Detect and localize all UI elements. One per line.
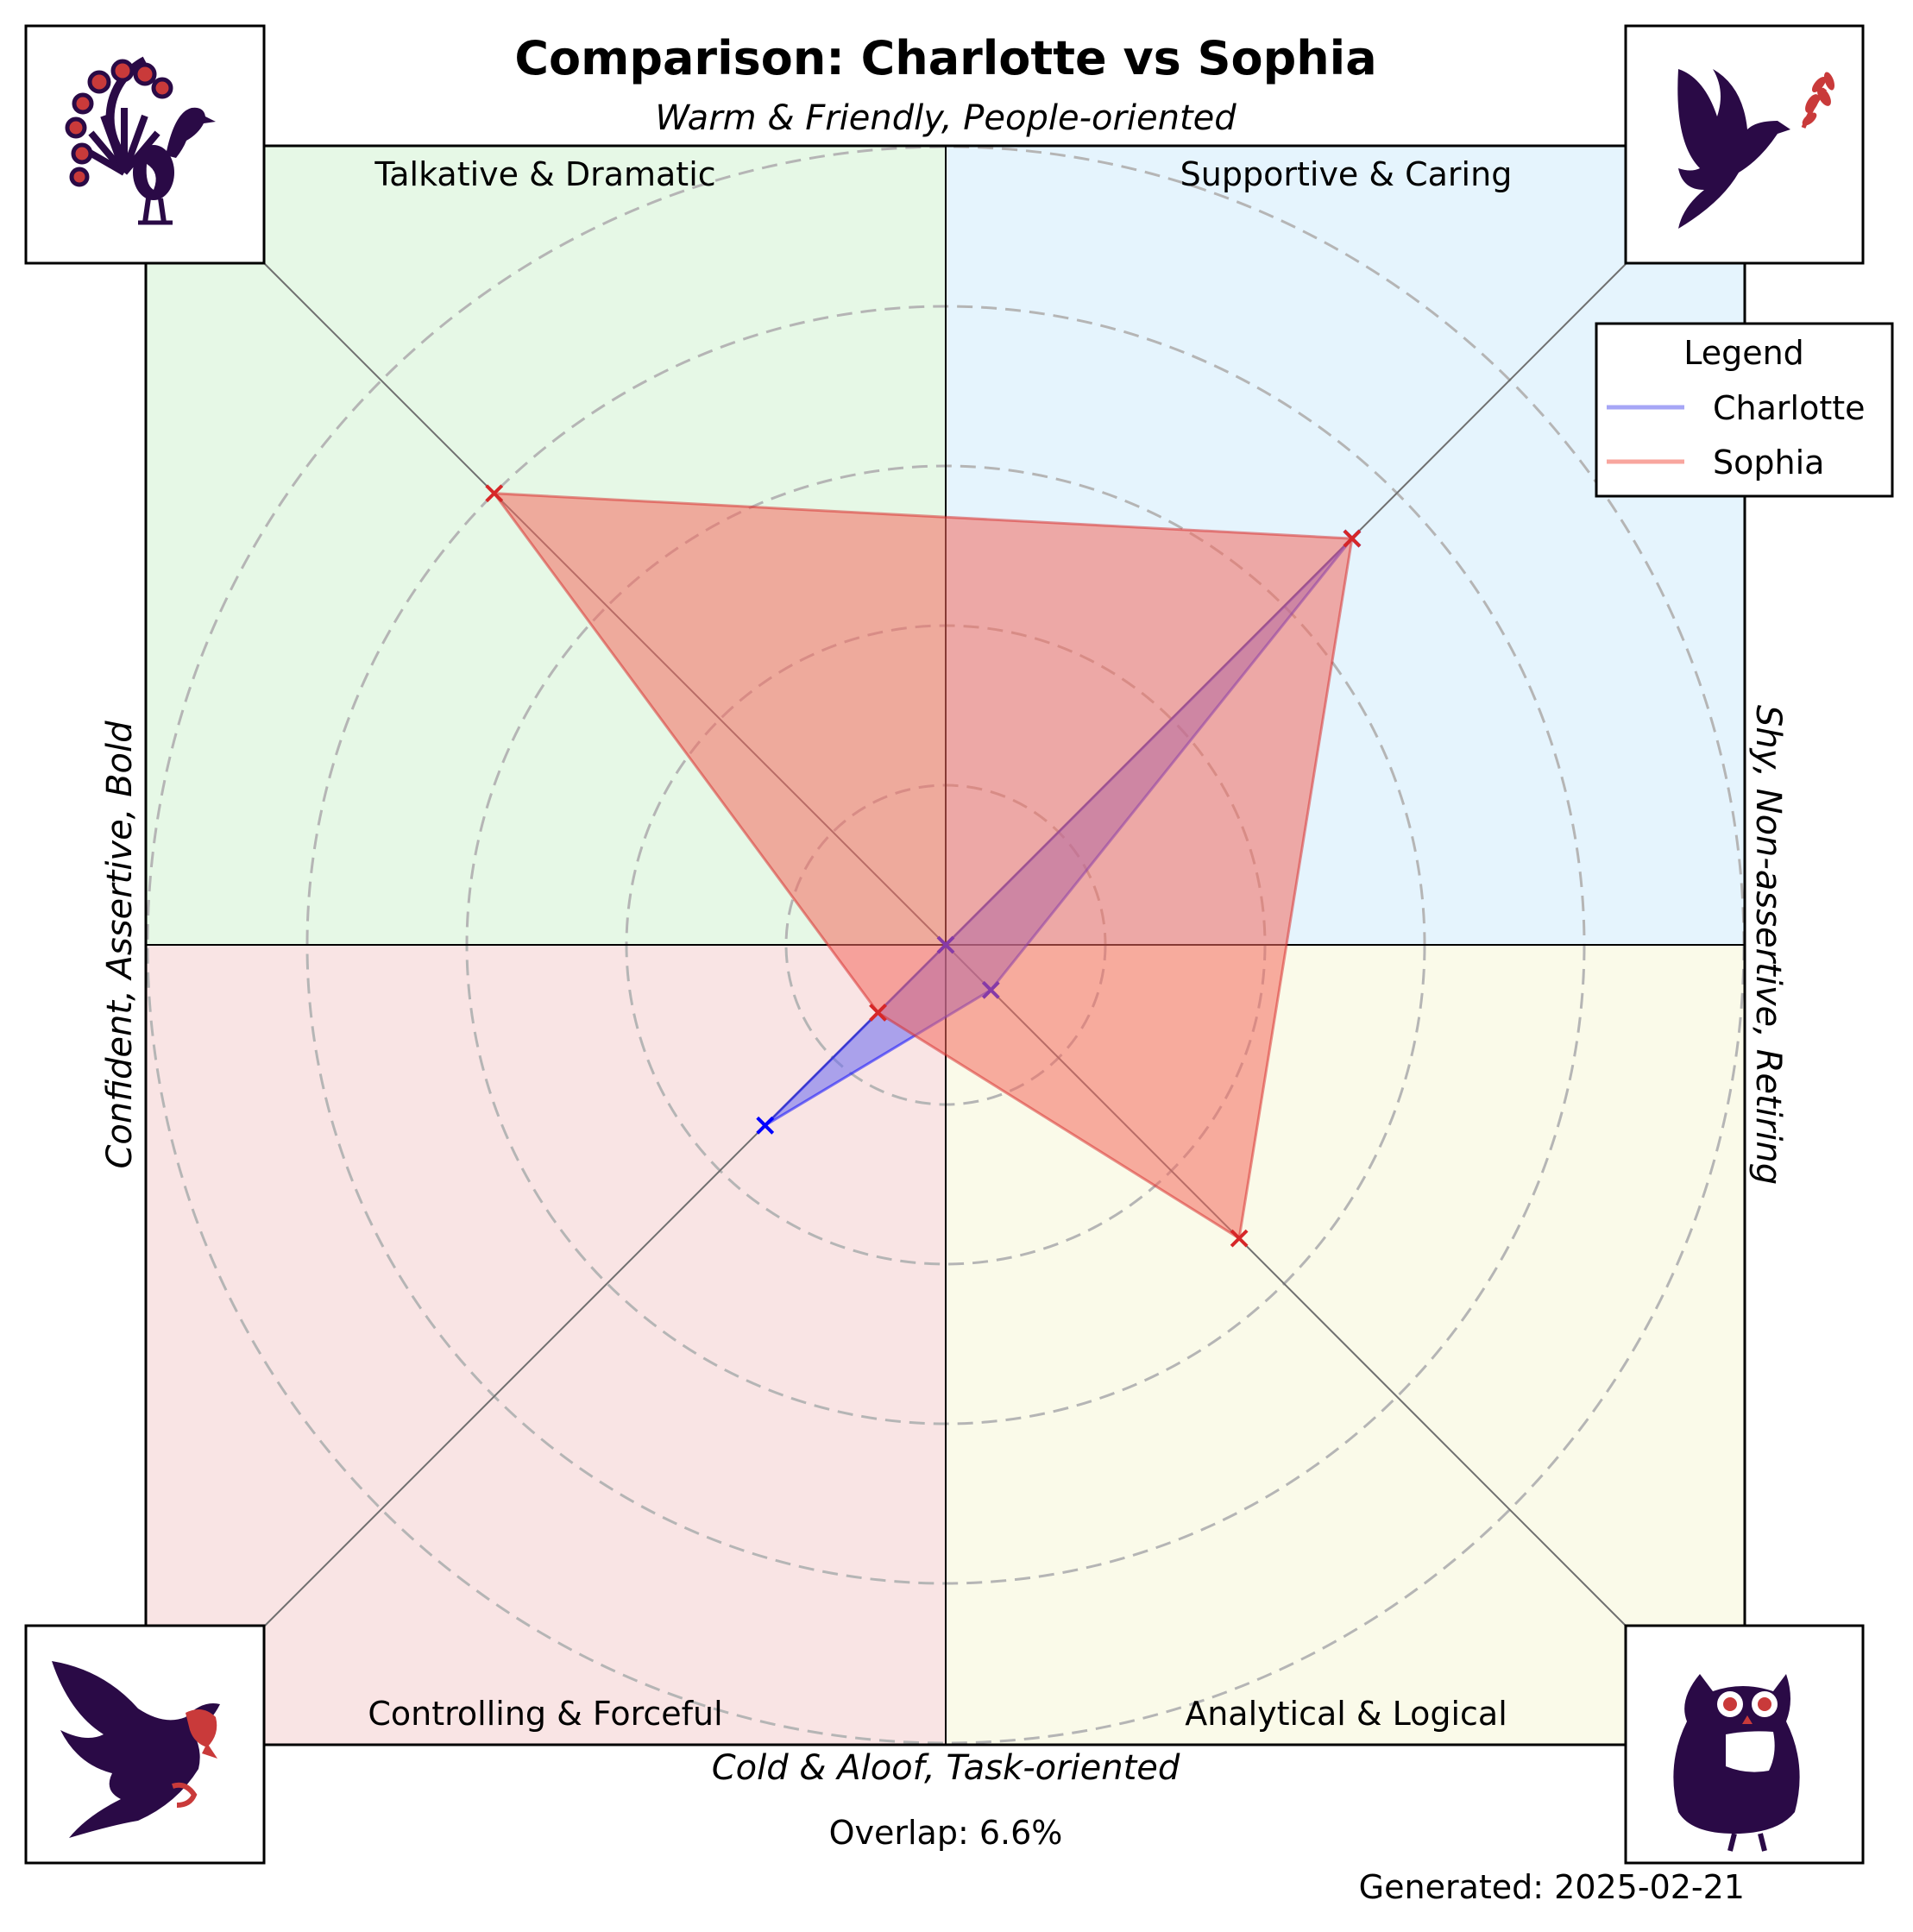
owl-icon [1673,1674,1800,1852]
corner-dove [1624,24,1865,265]
corner-eagle [24,1624,266,1865]
legend-label-sophia: Sophia [1713,444,1824,481]
generated-date: Generated: 2025-02-21 [1359,1868,1745,1906]
chart-title: Comparison: Charlotte vs Sophia [514,31,1376,85]
data-point-sophia-1 [1343,529,1362,548]
quadrant-label-controlling: Controlling & Forceful [368,1695,722,1733]
corner-owl [1624,1624,1865,1865]
quadrant-label-talkative: Talkative & Dramatic [374,155,715,193]
legend-title: Legend [1683,334,1804,372]
axis-label-right: Shy, Non-assertive, Retiring [1748,705,1788,1185]
data-point-sophia-2 [485,484,504,503]
legend-box [1595,322,1894,498]
peacock-icon [65,56,216,225]
data-point-charlotte-3 [756,1116,775,1135]
axis-label-left: Confident, Assertive, Bold [100,721,140,1169]
data-point-sophia-3 [869,1004,887,1022]
dove-icon [1677,69,1835,229]
overlap-text: Overlap: 6.6% [829,1814,1063,1852]
eagle-icon [52,1661,220,1838]
legend: Legend Charlotte Sophia [1595,322,1894,498]
plot-frame [144,144,1746,1746]
corner-peacock [24,24,266,265]
series-layer [485,484,1362,1248]
quadrant-label-supportive: Supportive & Caring [1180,155,1513,193]
data-point-sophia-4 [1230,1229,1249,1248]
legend-label-charlotte: Charlotte [1713,389,1866,427]
axis-label-top: Warm & Friendly, People-oriented [655,98,1237,138]
quadrant-label-analytical: Analytical & Logical [1185,1695,1507,1733]
axis-label-bottom: Cold & Aloof, Task-oriented [712,1748,1180,1788]
